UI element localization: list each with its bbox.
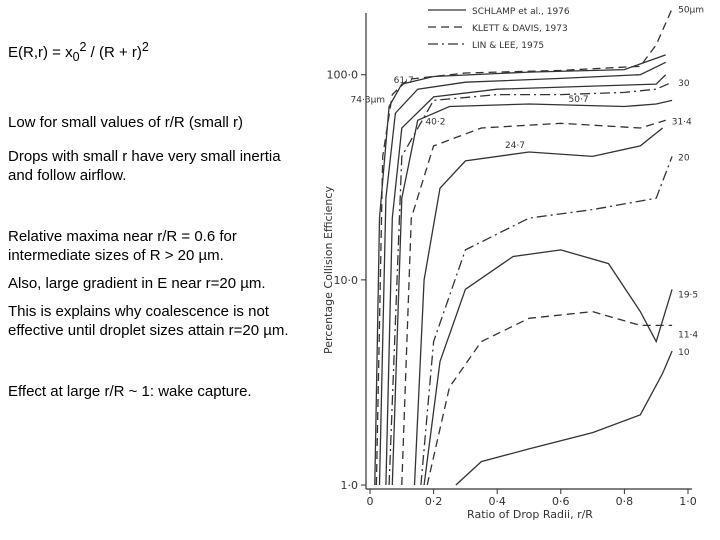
series-line [378, 61, 666, 486]
paragraph: This is explains why coalescence is not … [8, 303, 289, 339]
series-line [374, 54, 666, 486]
formula-part: / (R + r) [86, 44, 142, 61]
series-line [375, 8, 673, 486]
series-label: 50·7 [569, 95, 589, 105]
x-tick-label: 0·2 [425, 495, 443, 508]
x-tick-label: 0·6 [552, 495, 570, 508]
formula-part: 2 [141, 40, 149, 54]
series-line [401, 119, 666, 486]
series-label: 30 [678, 79, 690, 89]
series-line [426, 310, 673, 486]
paragraph: Effect at large r/R ~ 1: wake capture. [8, 383, 252, 400]
series-line [423, 249, 673, 486]
x-tick-label: 0·8 [616, 495, 634, 508]
chart: Percentage Collision Efficiency Ratio of… [322, 6, 704, 521]
series-line [391, 99, 673, 486]
series-label: 31·4 [672, 117, 692, 127]
paragraph: Drops with small r have very small inert… [8, 148, 281, 184]
series-label: 40·2 [425, 118, 445, 128]
legend-label: LIN & LEE, 1975 [472, 41, 544, 51]
legend-label: KLETT & DAVIS, 1973 [472, 24, 568, 34]
y-tick-label: 10·0 [334, 274, 359, 287]
formula-part: E(R,r) = x [8, 44, 73, 61]
series-label: 24·7 [505, 141, 525, 151]
paragraph: Relative maxima near r/R = 0.6 for inter… [8, 228, 237, 264]
series-line [388, 81, 673, 486]
y-axis-title: Percentage Collision Efficiency [322, 186, 335, 354]
series-label: 20 [678, 153, 690, 163]
x-tick-label: 1·0 [679, 495, 697, 508]
y-tick-label: 100·0 [327, 69, 359, 82]
x-tick-label: 0 [367, 495, 374, 508]
series-line [385, 74, 667, 486]
text-panel: E(R,r) = x02 / (R + r)2 Low for small va… [8, 38, 318, 401]
paragraph: Also, large gradient in E near r=20 µm. [8, 275, 266, 292]
x-tick-label: 0·4 [488, 495, 506, 508]
series-label: 10 [678, 348, 690, 358]
x-axis-title: Ratio of Drop Radii, r/R [467, 508, 593, 521]
y-tick-label: 1·0 [341, 479, 359, 492]
series-label: 50µm [678, 6, 704, 16]
series-label: 19·5 [678, 290, 698, 300]
series-line [420, 156, 673, 486]
series-label: 11·4 [678, 330, 698, 340]
series-line [455, 350, 673, 486]
formula-part: 2 [79, 40, 87, 54]
series-label: 74·3µm [351, 96, 386, 106]
legend-label: SCHLAMP et al., 1976 [472, 7, 570, 17]
paragraph: Low for small values of r/R (small r) [8, 114, 244, 131]
series-line [413, 127, 664, 486]
formula: E(R,r) = x02 / (R + r)2 [8, 38, 318, 67]
series-label: 61·7 [394, 76, 414, 86]
formula-part: 0 [72, 50, 80, 64]
